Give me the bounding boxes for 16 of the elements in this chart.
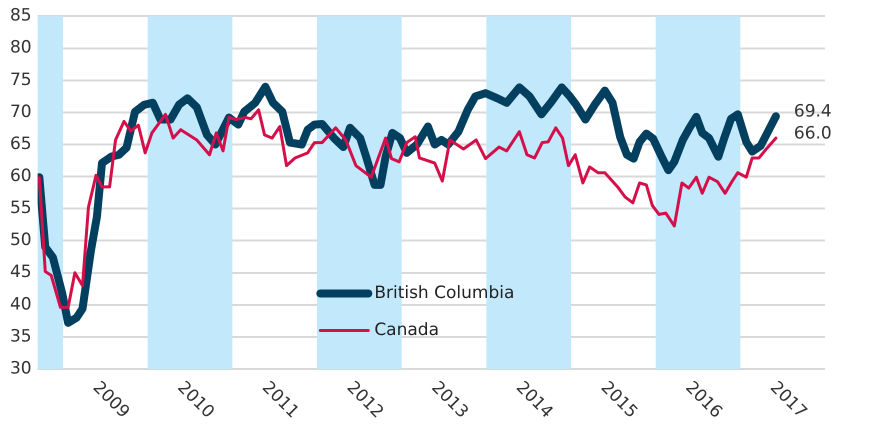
y-tick-label: 65 [10,134,32,154]
annotation: 69.4 [794,102,832,122]
y-tick-label: 70 [10,102,32,122]
y-tick-label: 50 [10,230,32,250]
y-tick-label: 75 [10,70,32,90]
y-tick-label: 85 [10,6,32,26]
annotation: 66.0 [794,124,832,144]
y-tick-label: 35 [10,326,32,346]
legend-label: British Columbia [374,282,514,303]
legend-label: Canada [374,320,440,340]
y-tick-label: 80 [10,38,32,58]
y-tick-label: 45 [10,262,32,282]
y-tick-label: 55 [10,198,32,218]
y-tick-label: 30 [10,358,32,378]
y-tick-label: 40 [10,294,32,314]
y-tick-label: 60 [10,166,32,186]
